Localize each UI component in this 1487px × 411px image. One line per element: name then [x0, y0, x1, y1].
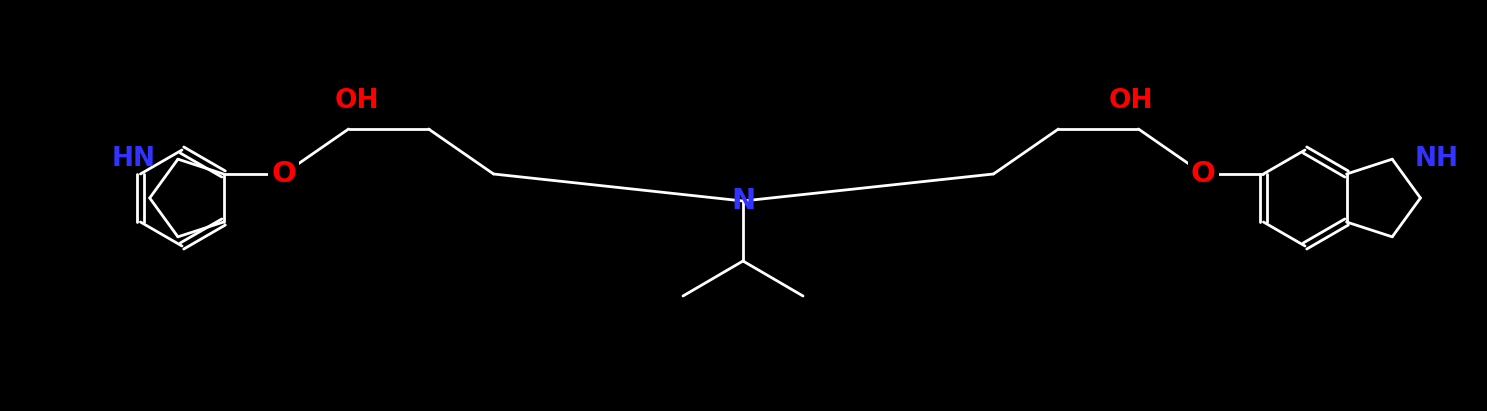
Text: OH: OH [1108, 88, 1152, 114]
Text: O: O [1191, 160, 1216, 188]
Text: N: N [732, 187, 755, 215]
Text: OH: OH [335, 88, 379, 114]
Text: O: O [271, 160, 296, 188]
Text: NH: NH [1414, 146, 1459, 172]
Text: HN: HN [112, 146, 156, 172]
